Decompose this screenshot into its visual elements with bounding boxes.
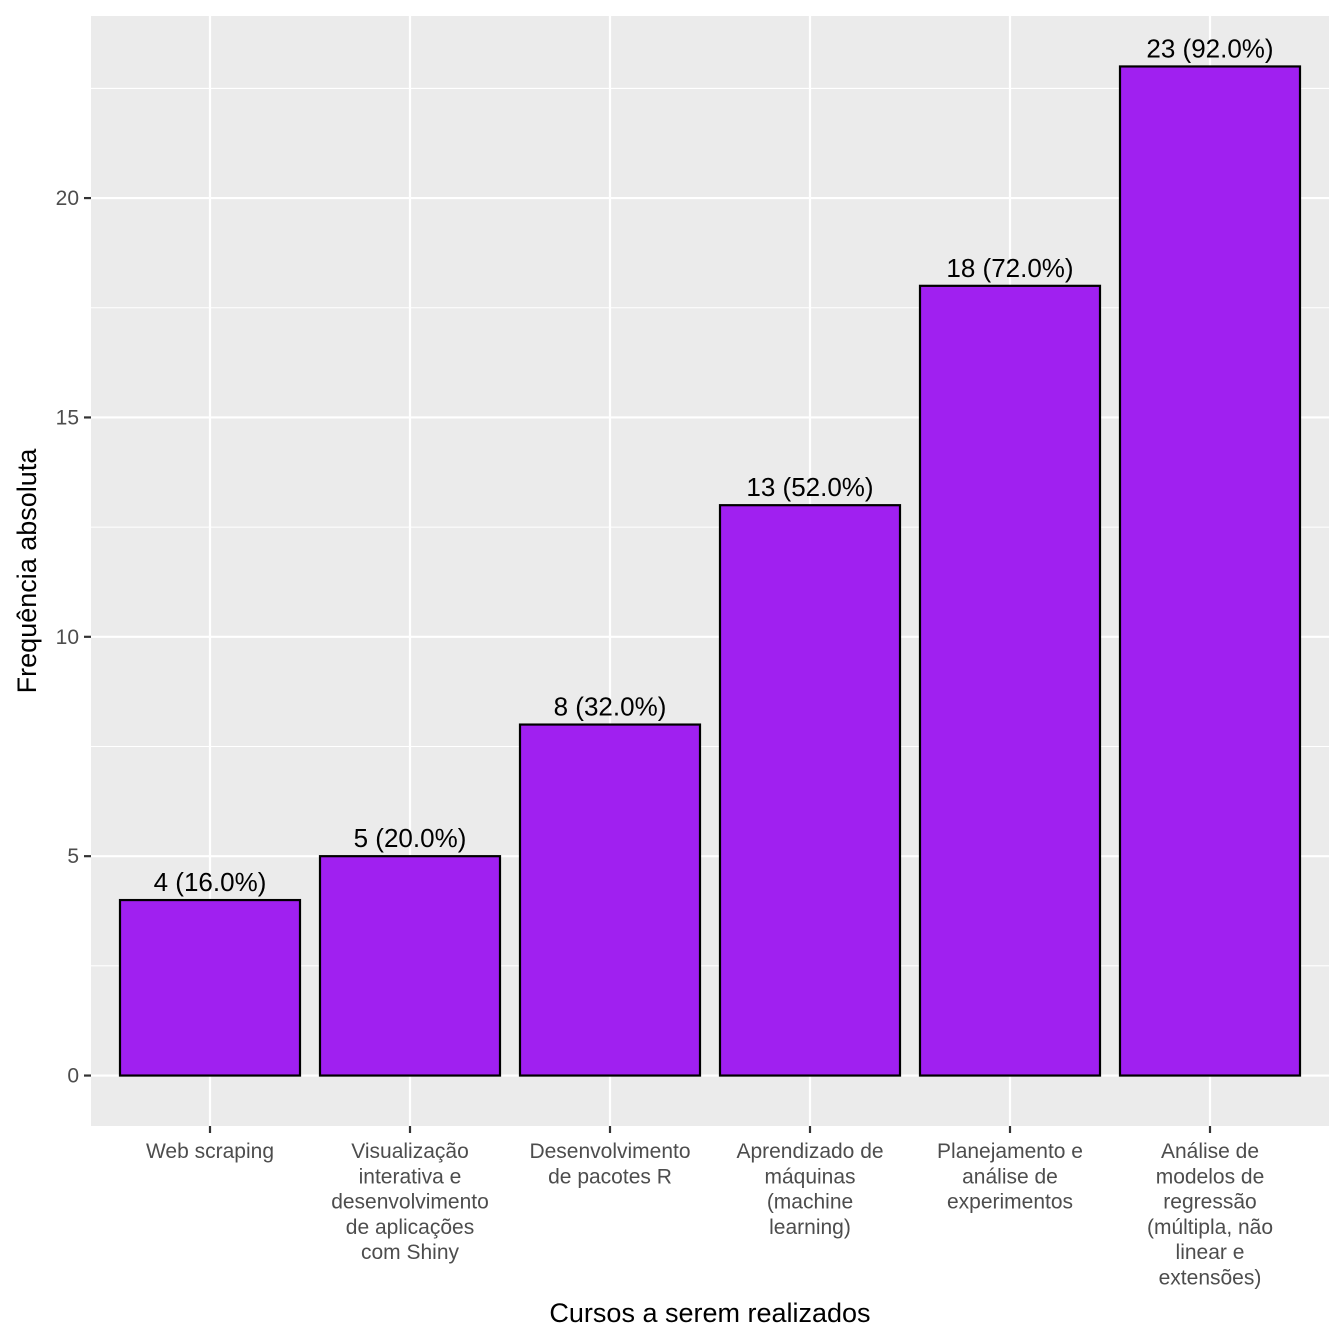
data-label: 23 (92.0%) (1146, 33, 1273, 63)
data-label: 4 (16.0%) (154, 867, 267, 897)
x-tick-label-line: extensões) (1159, 1267, 1262, 1290)
x-tick-label-line: modelos de (1156, 1165, 1265, 1188)
bar (318, 855, 502, 1077)
x-tick-label-line: learning) (769, 1216, 851, 1239)
bars (118, 65, 1302, 1077)
x-tick-label: Web scraping (146, 1140, 274, 1163)
x-tick-label-line: análise de (962, 1165, 1058, 1188)
x-tick-label-line: linear e (1176, 1241, 1245, 1264)
x-tick-label-line: Aprendizado de (736, 1140, 883, 1163)
y-tick-label: 0 (67, 1065, 79, 1088)
x-tick-label-line: Planejamento e (937, 1140, 1083, 1163)
bar (918, 284, 1102, 1077)
x-tick-label-line: de pacotes R (548, 1165, 672, 1188)
x-axis: Web scraping Visualização interativa e dese… (146, 1126, 1273, 1290)
x-tick-label-line: Visualização (351, 1140, 469, 1163)
data-label: 18 (72.0%) (946, 253, 1073, 283)
x-tick-label-line: máquinas (764, 1165, 855, 1188)
y-tick-label: 15 (56, 406, 79, 429)
x-tick-label-line: regressão (1163, 1191, 1256, 1214)
x-tick-label: Aprendizado de máquinas (machine learning) (736, 1140, 883, 1239)
x-tick-label-line: Web scraping (146, 1140, 274, 1163)
x-tick-label-line: (machine (767, 1191, 853, 1214)
x-axis-title: Cursos a serem realizados (549, 1298, 870, 1328)
data-labels: 4 (16.0%) 5 (20.0%) 8 (32.0%) 13 (52.0%) 18 … (154, 33, 1274, 897)
bar (718, 504, 902, 1077)
y-tick-label: 5 (67, 845, 79, 868)
x-tick-label-line: (múltipla, não (1147, 1216, 1273, 1239)
data-label: 13 (52.0%) (746, 472, 873, 502)
y-tick-label: 10 (56, 626, 79, 649)
y-axis-title: Frequência absoluta (12, 448, 42, 694)
data-label: 5 (20.0%) (354, 823, 467, 853)
x-tick-label: Análise de modelos de regressão (múltipla, … (1147, 1140, 1273, 1290)
y-tick-label: 20 (56, 187, 79, 210)
x-tick-label: Planejamento e análise de experimentos (937, 1140, 1083, 1214)
y-axis: 0 5 10 15 20 (56, 187, 91, 1088)
x-tick-label-line: com Shiny (361, 1241, 460, 1264)
x-tick-label-line: desenvolvimento (331, 1191, 489, 1214)
bar (118, 898, 302, 1077)
x-tick-label-line: experimentos (947, 1191, 1073, 1214)
bar (1118, 65, 1302, 1077)
x-tick-label-line: de aplicações (346, 1216, 474, 1239)
data-label: 8 (32.0%) (554, 692, 667, 722)
bar (518, 723, 702, 1077)
x-tick-label-line: Desenvolvimento (529, 1140, 690, 1163)
x-tick-label-line: interativa e (359, 1165, 462, 1188)
x-tick-label: Desenvolvimento de pacotes R (529, 1140, 690, 1188)
x-tick-label-line: Análise de (1161, 1140, 1259, 1163)
x-tick-label: Visualização interativa e desenvolvimento d… (331, 1140, 489, 1264)
